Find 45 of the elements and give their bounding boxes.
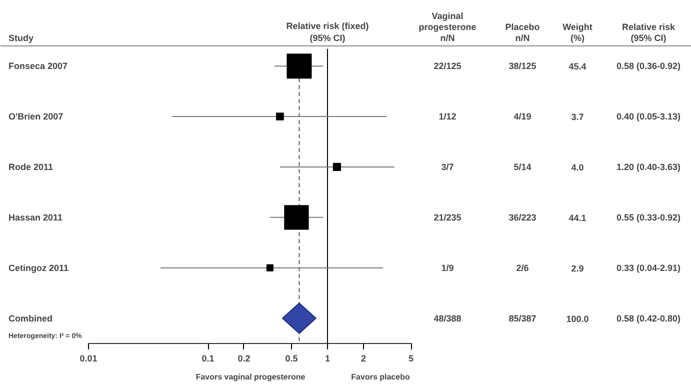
text: 2/6 xyxy=(516,262,529,273)
text: 2.9 xyxy=(571,263,584,274)
text: 38/125 xyxy=(508,61,536,72)
text: 21/235 xyxy=(434,212,462,222)
x-tick-label: 0.01 xyxy=(80,354,98,364)
text: 22/125 xyxy=(434,61,462,72)
text: 3.7 xyxy=(571,112,584,122)
text: 44.1 xyxy=(568,212,586,223)
text: 48/388 xyxy=(434,313,462,324)
y-tick-label: Rode 2011 xyxy=(8,162,54,172)
y-tick-label: Cetingoz 2011 xyxy=(8,262,69,273)
x-tick-label: 5 xyxy=(408,354,414,364)
data-label: 0.40 (0.05-3.13) xyxy=(616,112,681,122)
data-label: 0.55 (0.33-0.92) xyxy=(616,212,681,222)
text: 45.4 xyxy=(568,62,586,72)
x-tick-label: 2 xyxy=(360,354,366,364)
text: 3/7 xyxy=(441,162,454,172)
data-label: 0.33 (0.04-2.91) xyxy=(616,262,681,273)
x-tick-label: 0.1 xyxy=(202,354,214,364)
y-tick-label: Combined xyxy=(8,313,52,324)
text: 100.0 xyxy=(566,314,589,324)
y-tick-label: Fonseca 2007 xyxy=(8,61,68,72)
text: 1/9 xyxy=(441,262,454,273)
text: 1/12 xyxy=(438,112,456,122)
x-tick-label: 0.2 xyxy=(238,354,250,364)
text: 4/19 xyxy=(514,112,532,122)
y-axis-title: Study xyxy=(8,32,34,43)
data-label: 0.58 (0.36-0.92) xyxy=(616,61,681,72)
chart-title: Relative risk (fixed) (95% CI) xyxy=(286,20,369,43)
x-tick-label: 0.5 xyxy=(285,354,298,364)
data-label: 1.20 (0.40-3.63) xyxy=(616,162,681,172)
text: Favors vaginal progesterone xyxy=(196,372,306,382)
text: Favors placebo xyxy=(351,372,410,382)
text: 85/387 xyxy=(508,313,536,324)
text: 0.58 (0.42-0.80) xyxy=(616,313,681,324)
y-tick-label: O'Brien 2007 xyxy=(8,112,64,122)
text: Weight (%) xyxy=(562,22,592,43)
text: 4.0 xyxy=(571,162,584,172)
text: 36/223 xyxy=(508,212,536,222)
text: 5/14 xyxy=(514,162,532,172)
text: Placebo n/N xyxy=(505,22,540,43)
y-tick-label: Hassan 2011 xyxy=(8,212,63,222)
x-tick-label: 1 xyxy=(324,354,330,364)
text: Vaginal progesterone n/N xyxy=(418,10,476,43)
text: Relative risk (95% CI) xyxy=(622,22,676,43)
